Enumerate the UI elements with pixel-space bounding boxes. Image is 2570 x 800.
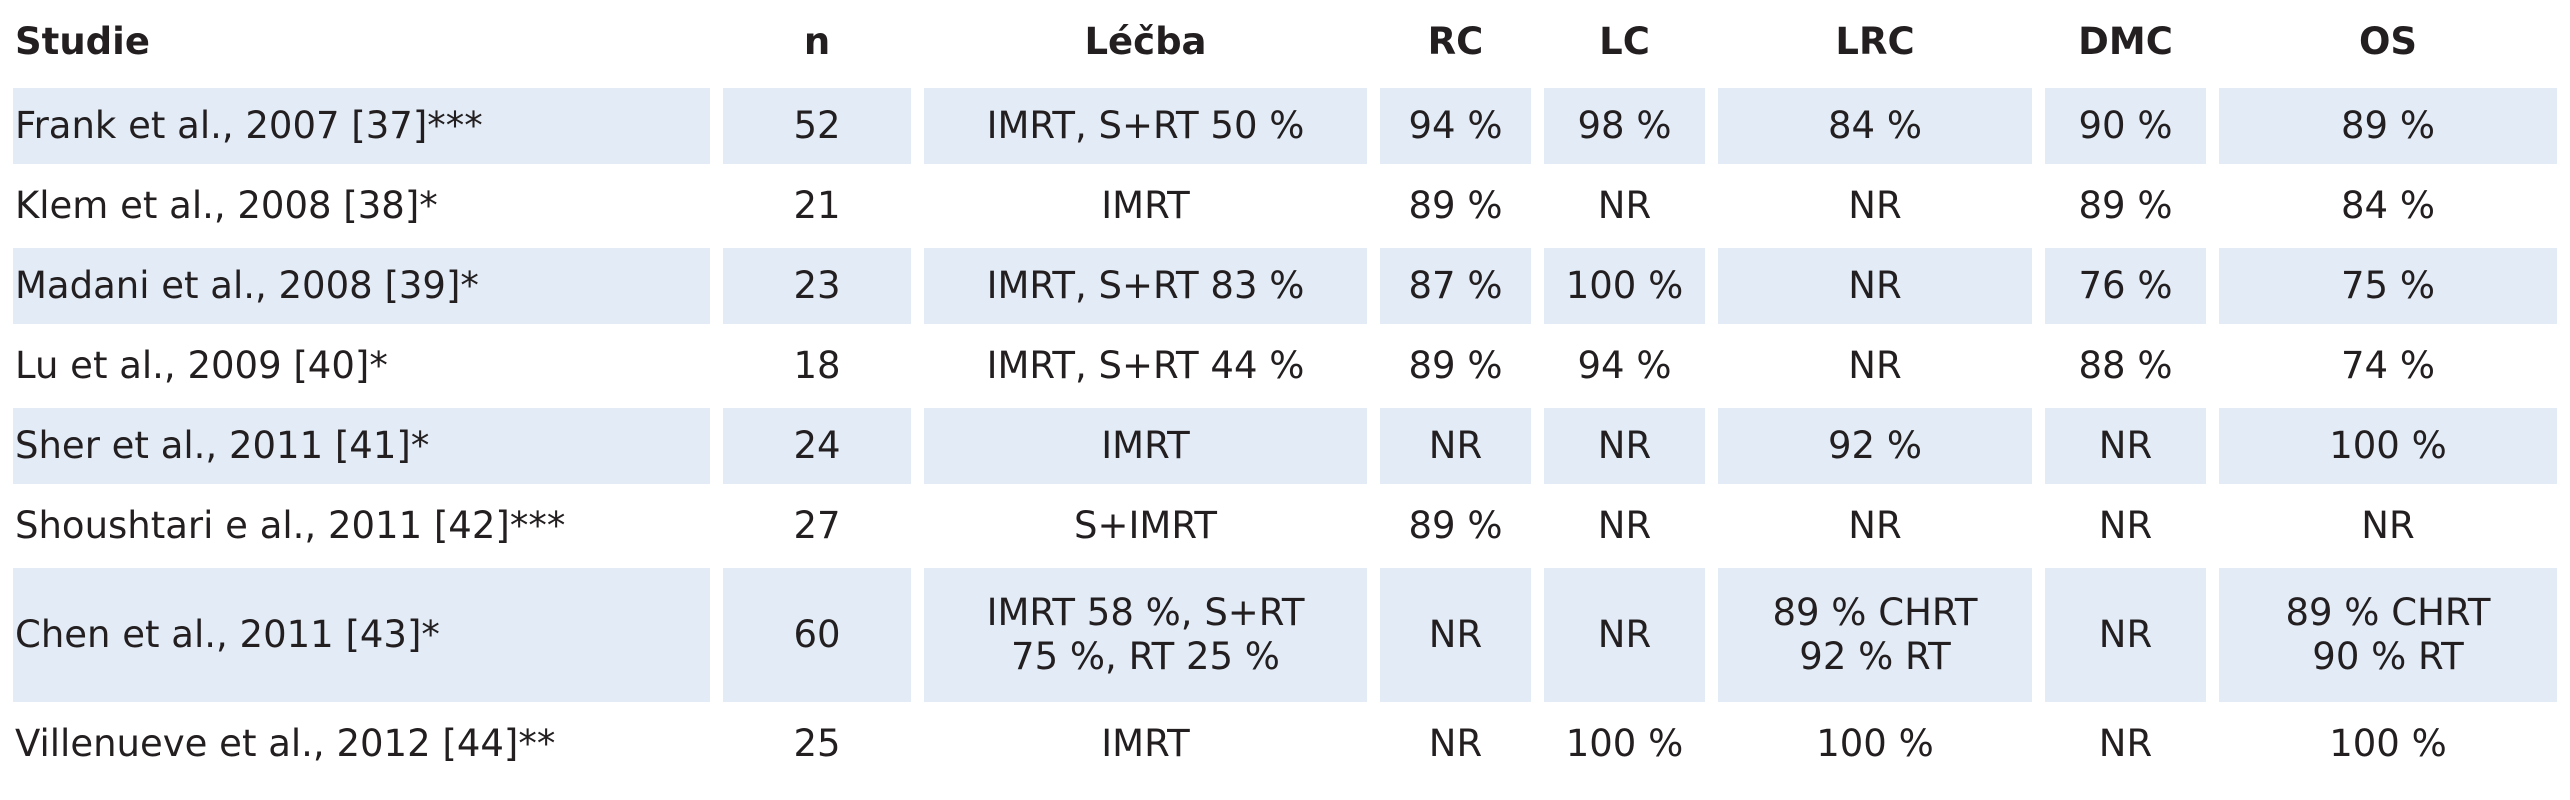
table-cell: NR <box>1848 183 1902 227</box>
table-cell: NR <box>2045 408 2206 484</box>
table-row: Villenueve et al., 2012 [44]** 25 IMRT NR 10… <box>13 706 2557 782</box>
table-cell: Sher et al., 2011 [41]* <box>13 408 710 484</box>
header-cell: LC <box>1599 19 1650 63</box>
table-cell: NR <box>1544 568 1705 702</box>
table-cell: 89 % CHRT 90 % RT <box>2219 568 2557 702</box>
table-cell: 88 % <box>2078 343 2173 387</box>
table-cell: NR <box>1380 568 1531 702</box>
table-cell: Madani et al., 2008 [39]* <box>13 248 710 324</box>
header-cell: RC <box>1427 19 1484 63</box>
table-cell: NR <box>2361 503 2415 547</box>
table-cell: NR <box>1544 408 1705 484</box>
table-row: Frank et al., 2007 [37]*** 52 IMRT, S+RT 5… <box>13 88 2557 164</box>
table-cell: NR <box>2098 721 2153 765</box>
cell-line: 90 % RT <box>2312 635 2464 678</box>
table-cell: IMRT, S+RT 83 % <box>924 248 1367 324</box>
table-cell: 74 % <box>2341 343 2435 387</box>
table-cell: 94 % <box>1380 88 1531 164</box>
table-cell: 100 % <box>1544 248 1705 324</box>
table-row: Chen et al., 2011 [43]* 60 IMRT 58 %, S+RT… <box>13 568 2557 702</box>
table-cell: 21 <box>793 183 841 227</box>
table-row: Lu et al., 2009 [40]* 18 IMRT, S+RT 44 % 89… <box>13 328 2557 404</box>
table-cell: 89 % <box>1408 343 1503 387</box>
table-cell: 98 % <box>1544 88 1705 164</box>
header-cell: n <box>803 19 831 63</box>
table-cell: IMRT <box>924 408 1367 484</box>
header-row: Studie n Léčba RC LC LRC DMC OS <box>13 0 2557 84</box>
table-cell: 52 <box>723 88 911 164</box>
table-cell: NR <box>2045 568 2206 702</box>
table-cell: 100 % <box>2219 408 2557 484</box>
table-row: Sher et al., 2011 [41]* 24 IMRT NR NR 92 % NR 1… <box>13 408 2557 484</box>
table-cell: 89 % CHRT 92 % RT <box>1718 568 2032 702</box>
table-cell: Shoushtari e al., 2011 [42]*** <box>15 503 566 547</box>
table-cell: Klem et al., 2008 [38]* <box>15 183 438 227</box>
table-cell: NR <box>1848 343 1902 387</box>
table-cell: Lu et al., 2009 [40]* <box>15 343 388 387</box>
table-cell: S+IMRT <box>1074 503 1217 547</box>
table-cell: 75 % <box>2219 248 2557 324</box>
header-cell: LRC <box>1835 19 1915 63</box>
table-cell: IMRT, S+RT 50 % <box>924 88 1367 164</box>
table-cell: 94 % <box>1577 343 1672 387</box>
table-cell: NR <box>1718 248 2032 324</box>
table-cell: NR <box>1597 503 1652 547</box>
table-cell: 84 % <box>2341 183 2435 227</box>
table-cell: 76 % <box>2045 248 2206 324</box>
header-cell: Léčba <box>1084 19 1207 63</box>
table-cell: Villenueve et al., 2012 [44]** <box>15 721 556 765</box>
table-cell: 23 <box>723 248 911 324</box>
table-cell: NR <box>1380 408 1531 484</box>
table-cell: 100 % <box>1816 721 1934 765</box>
cell-line: 92 % RT <box>1799 635 1951 678</box>
table-cell: 100 % <box>1565 721 1684 765</box>
header-cell: Studie <box>15 19 150 63</box>
table-cell: 18 <box>793 343 841 387</box>
table-cell: 24 <box>723 408 911 484</box>
table-cell: IMRT, S+RT 44 % <box>986 343 1305 387</box>
cell-line: 75 %, RT 25 % <box>1011 635 1280 678</box>
table-cell: NR <box>1597 183 1652 227</box>
table-cell: NR <box>1848 503 1902 547</box>
table-cell: 27 <box>793 503 841 547</box>
table-cell: 89 % <box>1408 183 1503 227</box>
table-cell: IMRT <box>1101 721 1190 765</box>
table-cell: 25 <box>793 721 841 765</box>
table-cell: 84 % <box>1718 88 2032 164</box>
table-cell: 60 <box>723 568 911 702</box>
table-cell: IMRT <box>1101 183 1190 227</box>
table-cell: Frank et al., 2007 [37]*** <box>13 88 710 164</box>
table-cell: NR <box>2098 503 2153 547</box>
cell-line: IMRT 58 %, S+RT <box>986 590 1305 634</box>
header-cell: DMC <box>2078 19 2173 63</box>
table-cell: 100 % <box>2329 721 2447 765</box>
table-row: Madani et al., 2008 [39]* 23 IMRT, S+RT 83… <box>13 248 2557 324</box>
table-cell: 89 % <box>1408 503 1503 547</box>
header-cell: OS <box>2358 19 2418 63</box>
table-cell: Chen et al., 2011 [43]* <box>13 568 710 702</box>
table-cell: 90 % <box>2045 88 2206 164</box>
table-cell: NR <box>1428 721 1483 765</box>
cell-line: 89 % CHRT <box>1772 590 1978 634</box>
cell-line: 89 % CHRT <box>2285 590 2491 634</box>
table-row: Klem et al., 2008 [38]* 21 IMRT 89 % NR NR 89 … <box>13 168 2557 244</box>
table-cell: 87 % <box>1380 248 1531 324</box>
table-row: Shoushtari e al., 2011 [42]*** 27 S+IMRT 89… <box>13 488 2557 564</box>
table-cell: 89 % <box>2219 88 2557 164</box>
table-cell: IMRT 58 %, S+RT 75 %, RT 25 % <box>924 568 1367 702</box>
table-cell: 92 % <box>1718 408 2032 484</box>
table-cell: 89 % <box>2078 183 2173 227</box>
